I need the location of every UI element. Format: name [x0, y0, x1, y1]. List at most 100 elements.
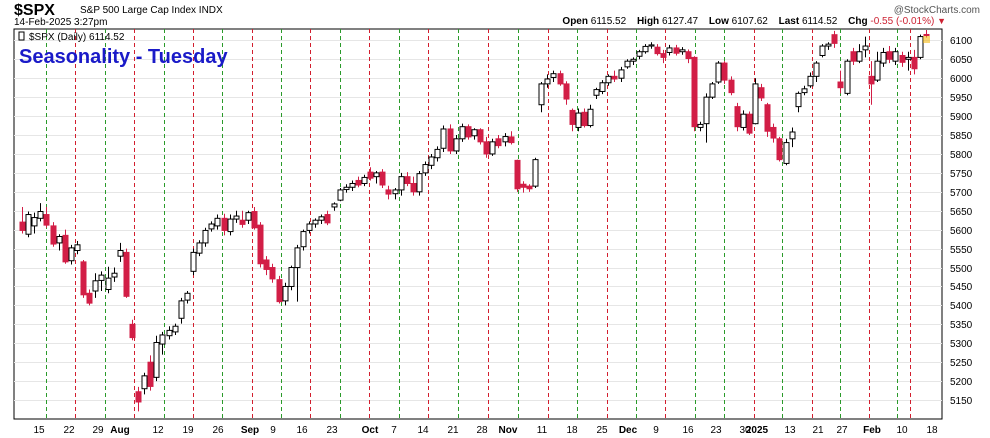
candle-body [544, 78, 551, 85]
candle-body [764, 104, 771, 132]
up-candle [141, 372, 148, 395]
up-candle [422, 161, 429, 176]
up-candle [874, 51, 881, 83]
down-candle [367, 167, 374, 181]
series-legend: $SPX (Daily) 6114.52 [29, 32, 125, 43]
candle-body [679, 49, 686, 53]
candle-body [624, 60, 631, 68]
y-tick-label: 6100 [950, 36, 973, 47]
up-candle [392, 188, 399, 200]
up-candle [544, 74, 551, 88]
candle-body [208, 223, 215, 230]
up-candle [331, 202, 338, 211]
y-tick-label: 5350 [950, 320, 973, 331]
candle-body [489, 141, 496, 155]
x-tick-label: 9 [270, 425, 276, 436]
y-tick-label: 5900 [950, 112, 973, 123]
candle-body [471, 129, 478, 137]
candle-body [80, 261, 87, 296]
down-candle [685, 49, 692, 64]
y-tick-label: 5450 [950, 282, 973, 293]
down-triangle-icon: ▼ [937, 16, 946, 26]
candle-body [245, 212, 252, 221]
candle-body [453, 138, 460, 152]
up-candle [159, 331, 166, 355]
up-candle [190, 248, 197, 276]
index-name: S&P 500 Large Cap Index INDX [80, 5, 223, 16]
up-candle [398, 172, 405, 196]
candle-body [62, 234, 69, 263]
up-candle [697, 121, 704, 132]
candle-body [147, 361, 154, 387]
x-axis: 15 22 29 Aug 12 19 26 Sep 9 16 23 Oct 7 14 21 28 Nov 11 18… [33, 425, 938, 436]
up-candle [917, 34, 924, 60]
open-label: Open [562, 16, 588, 27]
candle-body [190, 251, 197, 272]
candle-body [282, 285, 289, 302]
candle-body [159, 334, 166, 345]
down-candle [673, 44, 680, 56]
candle-body [557, 73, 564, 85]
candle-body [361, 176, 368, 184]
candle-body [532, 159, 539, 187]
candle-body [728, 79, 735, 94]
change-label: Chg [848, 16, 868, 27]
candle-body [892, 51, 899, 62]
up-candle [789, 127, 796, 148]
candle-body [257, 224, 264, 265]
candle-body [385, 189, 392, 195]
candle-body [105, 277, 112, 291]
candle-body [355, 179, 362, 186]
down-candle [764, 102, 771, 137]
candle-body [214, 217, 221, 227]
high-label: High [636, 16, 660, 27]
candle-body [508, 136, 515, 144]
candle-body [269, 267, 276, 280]
up-candle [282, 282, 289, 306]
down-candle [611, 70, 618, 83]
candle-body [111, 272, 118, 278]
candle-body [74, 244, 81, 252]
grid-lines [14, 40, 942, 401]
down-candle [477, 128, 484, 145]
y-tick-label: 5250 [950, 358, 973, 369]
up-candle [312, 218, 319, 228]
down-candle [483, 136, 490, 158]
x-tick-label: 25 [596, 425, 608, 436]
candle-body [221, 217, 228, 231]
up-candle [605, 74, 612, 86]
candle-body [86, 292, 93, 304]
candle-body [776, 138, 783, 161]
candle-body [856, 51, 863, 62]
down-candle [495, 135, 502, 149]
open-value: 6115.52 [590, 16, 627, 27]
up-candle [318, 214, 325, 224]
candle-body [239, 219, 246, 225]
y-tick-label: 6050 [950, 55, 973, 66]
up-candle [550, 70, 557, 83]
y-tick-label: 5950 [950, 93, 973, 104]
candle-body [709, 83, 716, 98]
candle-body [56, 235, 63, 244]
up-candle [587, 104, 594, 128]
plot-area [13, 28, 943, 420]
down-candle [837, 70, 844, 94]
down-candle [62, 229, 69, 264]
timestamp: 14-Feb-2025 3:27pm [14, 17, 108, 28]
up-candle [459, 123, 466, 142]
candle-body [153, 342, 160, 378]
down-candle [257, 222, 264, 268]
x-tick-label: 14 [417, 425, 429, 436]
x-tick-label: 13 [784, 425, 796, 436]
candle-body [630, 58, 637, 62]
up-candle [856, 44, 863, 64]
candle-body [514, 159, 521, 190]
candle-body [636, 51, 643, 57]
candle-body [648, 44, 655, 47]
candle-body [184, 292, 191, 301]
x-tick-label: Aug [110, 425, 129, 436]
up-candle [630, 57, 637, 65]
x-tick-label: 16 [296, 425, 308, 436]
candle-body [819, 45, 826, 57]
candle-body [306, 223, 313, 231]
